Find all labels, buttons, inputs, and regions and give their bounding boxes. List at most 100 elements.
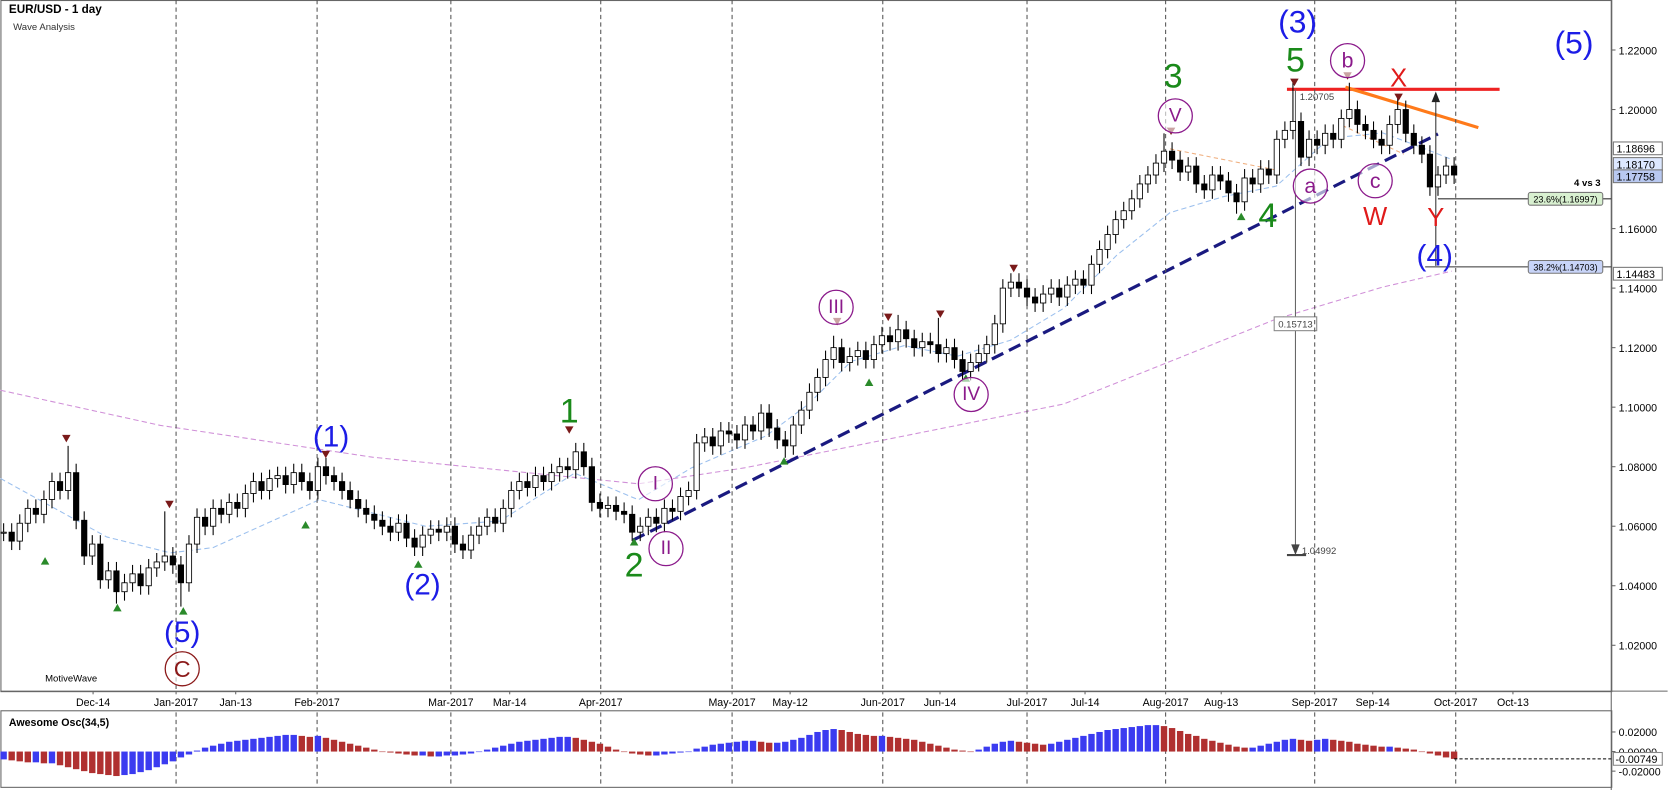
- x-tick-label: Aug-2017: [1143, 697, 1189, 709]
- oscillator-bar: [1305, 740, 1313, 752]
- oscillator-bar: [894, 737, 902, 752]
- oscillator-bar: [387, 751, 394, 753]
- oscillator-bar: [338, 741, 346, 752]
- candle-body: [862, 350, 869, 360]
- candle-body: [1297, 121, 1305, 158]
- candle-body: [1338, 118, 1345, 140]
- pivot-marker: [1009, 264, 1018, 273]
- oscillator-bar: [532, 739, 539, 752]
- candle-body: [65, 472, 72, 491]
- candle-body: [532, 475, 539, 488]
- y-tick-label: 1.02000: [1619, 641, 1657, 653]
- oscillator-bar: [475, 751, 483, 753]
- measure-arrow: [1431, 91, 1441, 103]
- measure-label: 1.04992: [1302, 546, 1337, 557]
- oscillator-bar: [1370, 745, 1377, 752]
- candle-body: [524, 481, 531, 488]
- oscillator-bar: [975, 749, 982, 752]
- price-marker-label: 1.17758: [1617, 172, 1655, 184]
- oscillator-bar: [169, 751, 177, 762]
- candle-body: [709, 436, 716, 447]
- candle-body: [999, 287, 1006, 325]
- candle-body: [218, 507, 225, 515]
- oscillator-bar: [1160, 726, 1168, 752]
- oscillator-bar: [32, 751, 40, 763]
- candle-body: [1104, 234, 1111, 250]
- price-marker-label: 1.18696: [1617, 144, 1655, 156]
- oscillator-bar: [1193, 735, 1200, 752]
- oscillator-bar: [580, 739, 588, 752]
- candle-body: [242, 493, 249, 509]
- candle-body: [967, 362, 974, 372]
- oscillator-bar: [226, 741, 233, 752]
- pivot-marker: [414, 560, 423, 568]
- candle-body: [1273, 138, 1280, 176]
- candle-body: [1168, 150, 1176, 161]
- oscillator-bar: [620, 751, 628, 753]
- oscillator-bar: [588, 741, 596, 752]
- candle-body: [1402, 109, 1409, 134]
- oscillator-bar: [596, 743, 604, 752]
- candle-body: [202, 516, 209, 527]
- measure-label: 1.20705: [1300, 92, 1335, 103]
- candle-body: [1354, 109, 1361, 125]
- candle-body: [782, 439, 789, 447]
- y-tick-label: 0.02000: [1619, 727, 1657, 739]
- oscillator-bar: [209, 745, 217, 752]
- wave-label: (4): [1417, 240, 1453, 273]
- candle-body: [919, 341, 926, 349]
- oscillator-bar: [524, 740, 531, 752]
- candle-body: [669, 507, 676, 512]
- x-tick-label: Feb-2017: [294, 697, 340, 709]
- oscillator-bar: [314, 735, 322, 752]
- oscillator-bar: [1354, 743, 1361, 752]
- candle-body: [363, 507, 370, 515]
- oscillator-bar: [564, 736, 571, 752]
- candle-body: [355, 499, 362, 509]
- pivot-marker: [165, 500, 174, 509]
- oscillator-bar: [355, 745, 362, 752]
- candle-body: [935, 344, 942, 355]
- wave-label: 3: [1164, 58, 1183, 96]
- oscillator-bar: [822, 730, 829, 752]
- oscillator-bar: [983, 746, 990, 752]
- oscillator-bar: [113, 751, 120, 777]
- candle-body: [1305, 138, 1313, 158]
- oscillator-bar: [814, 731, 821, 752]
- candle-body: [1072, 278, 1079, 286]
- oscillator-bar: [854, 733, 861, 752]
- candle-body: [1378, 138, 1385, 146]
- candle-body: [725, 430, 732, 435]
- wave-label: 2: [625, 547, 644, 585]
- oscillator-bar: [1209, 740, 1216, 752]
- x-tick-label: Dec-14: [76, 697, 110, 709]
- oscillator-bar: [1241, 747, 1248, 752]
- candle-body: [443, 525, 450, 533]
- oscillator-bar: [1056, 741, 1063, 752]
- x-tick-label: Mar-2017: [428, 697, 474, 709]
- candle-body: [1088, 263, 1095, 286]
- candle-body: [959, 359, 966, 372]
- pivot-marker: [1290, 78, 1299, 87]
- oscillator-bar: [1031, 743, 1039, 752]
- candle-body: [1346, 109, 1353, 119]
- oscillator-bar: [105, 751, 112, 776]
- candle-body: [975, 353, 982, 363]
- wave-label: X: [1390, 65, 1407, 93]
- pivot-marker: [883, 313, 893, 322]
- oscillator-bar: [0, 751, 7, 760]
- candle-body: [48, 481, 56, 500]
- candle-body: [1096, 248, 1103, 265]
- candle-body: [435, 528, 442, 533]
- wave-circle: [1329, 42, 1366, 79]
- candle-body: [371, 513, 378, 521]
- candle-body: [1031, 296, 1039, 304]
- candle-body: [1040, 293, 1047, 304]
- oscillator-bar: [1281, 739, 1289, 752]
- candle-body: [790, 424, 797, 447]
- x-tick-label: Jul-14: [1071, 697, 1100, 709]
- candle-body: [1193, 165, 1200, 185]
- candle-body: [395, 522, 402, 533]
- candle-body: [798, 409, 805, 426]
